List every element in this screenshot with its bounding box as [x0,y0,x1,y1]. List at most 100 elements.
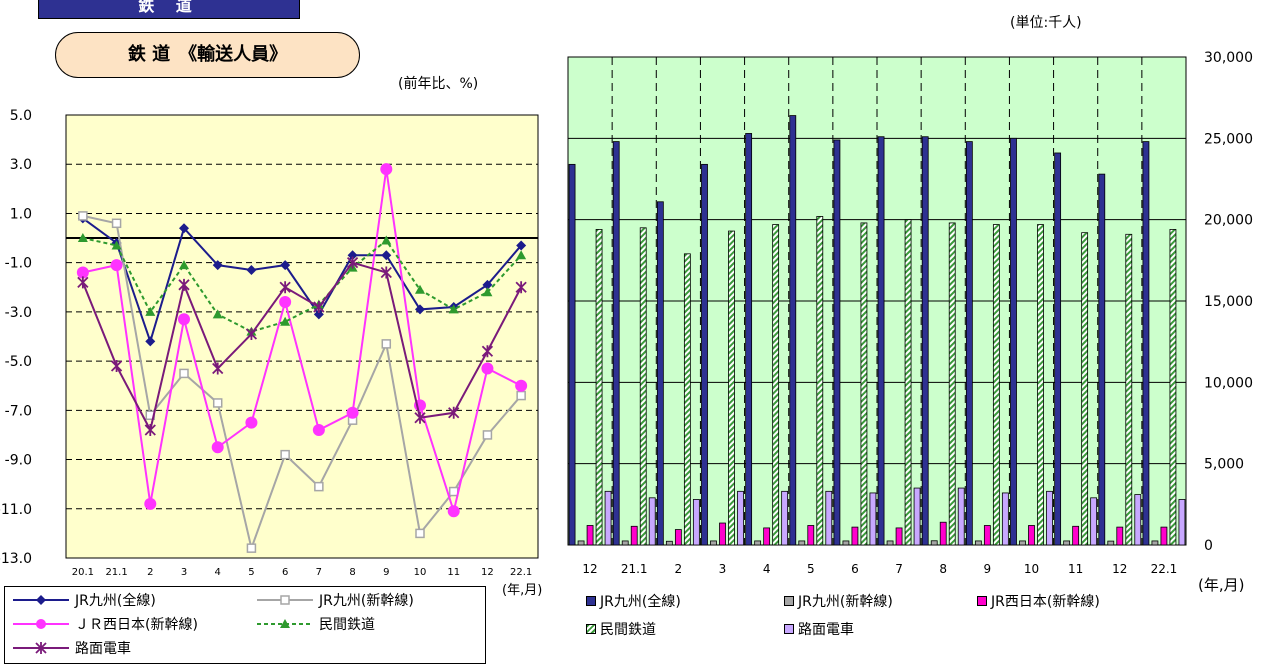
data-point [516,250,527,260]
legend-item-private-rail: 民間鉄道 [586,619,656,639]
bar [1010,137,1017,546]
bar [825,490,833,546]
bar [930,540,938,546]
bar [710,540,717,546]
bar [1125,233,1133,546]
data-point [314,481,324,492]
data-point [381,250,392,261]
x-axis-unit-label: (年,月) [502,583,542,598]
data-point [212,309,223,319]
bar [1019,540,1026,546]
bar [939,521,947,546]
data-point [110,259,123,272]
legend-label: ＪＲ西日本(新幹線) [75,617,198,633]
data-point [516,390,526,401]
legend-label: JR九州(新幹線) [319,593,414,609]
bar [833,139,841,546]
legend-item-streetcar: 路面電車 [13,638,131,658]
x-tick-label: 7 [895,562,903,576]
bar [1160,526,1168,546]
bar [763,527,771,546]
bar [595,229,603,546]
x-tick-label: 12 [481,567,494,578]
bar [674,529,682,546]
bar [895,527,903,546]
y-tick-label: 1.0 [10,206,32,222]
bar [1098,173,1106,546]
data-point [313,300,325,313]
y-tick-label: -11.0 [0,502,32,518]
bar [656,201,664,546]
bar [921,136,929,546]
bar [948,222,956,546]
legend-item-jr-kyushu-all: JR九州(全線) [13,590,156,610]
line-chart-legend: JR九州(全線) JR九州(新幹線) ＪＲ西日本(新幹線) 民間鉄道 路面電車 [4,586,486,664]
data-point [246,265,257,276]
bar [816,216,824,546]
bar [719,522,726,546]
bar [630,525,638,546]
y-tick-label: 20,000 [1204,213,1253,229]
y-tick-label: -13.0 [0,551,32,567]
x-tick-label: 3 [181,567,187,578]
x-tick-label: 9 [984,562,992,576]
data-point [280,260,291,271]
data-point [279,296,292,309]
legend-label: JR九州(新幹線) [798,594,893,610]
bar-chart-legend: JR九州(全線) JR九州(新幹線) JR西日本(新幹線) 民間鉄道 路面電車 [572,585,1194,651]
y-tick-label: -3.0 [5,305,32,321]
data-point [313,309,324,320]
data-point [246,543,257,553]
x-tick-label: 12 [1112,562,1127,576]
data-point [145,336,156,347]
data-point [415,304,425,315]
legend-item-jr-west-shinkansen: ＪＲ西日本(新幹線) [13,614,198,634]
series-line [82,217,522,345]
legend-label: JR西日本(新幹線) [991,594,1100,610]
bar [798,540,806,546]
legend-swatch-icon [586,624,596,634]
x-tick-label: 11 [1068,562,1083,576]
data-point [347,250,358,261]
data-point [448,486,459,497]
data-point [245,328,258,341]
legend-swatch-icon [784,624,794,634]
data-point [415,528,425,539]
data-point [448,304,459,314]
legend-label: 路面電車 [75,641,131,657]
data-point [179,260,189,270]
legend-item-jr-kyushu-all: JR九州(全線) [586,591,681,611]
x-tick-label: 6 [282,567,288,578]
series-line [81,261,523,433]
y-tick-label: 5.0 [10,108,32,124]
data-point [78,211,88,221]
bar [728,230,735,546]
bar [1037,224,1044,546]
bar [568,163,576,546]
legend-swatch-icon [977,596,987,606]
data-point [346,256,359,269]
bar [1142,141,1150,546]
bar [869,492,877,546]
bar [772,224,780,546]
legend-label: JR九州(全線) [75,593,156,609]
data-point [280,449,290,460]
x-tick-label: 10 [1024,562,1039,576]
bar [701,163,708,546]
data-point [245,416,258,429]
bar [604,490,612,546]
data-point [111,218,122,229]
data-point [212,260,223,271]
series-2 [76,163,528,518]
data-point [77,233,88,243]
bar [586,525,594,546]
legend-label: 路面電車 [798,622,854,638]
y-tick-label: 3.0 [10,157,32,173]
x-tick-label: 12 [582,562,597,576]
y-tick-label: -5.0 [5,354,32,370]
bar [1081,232,1089,546]
data-point [481,362,494,375]
y-tick-label: 0 [1204,538,1213,554]
